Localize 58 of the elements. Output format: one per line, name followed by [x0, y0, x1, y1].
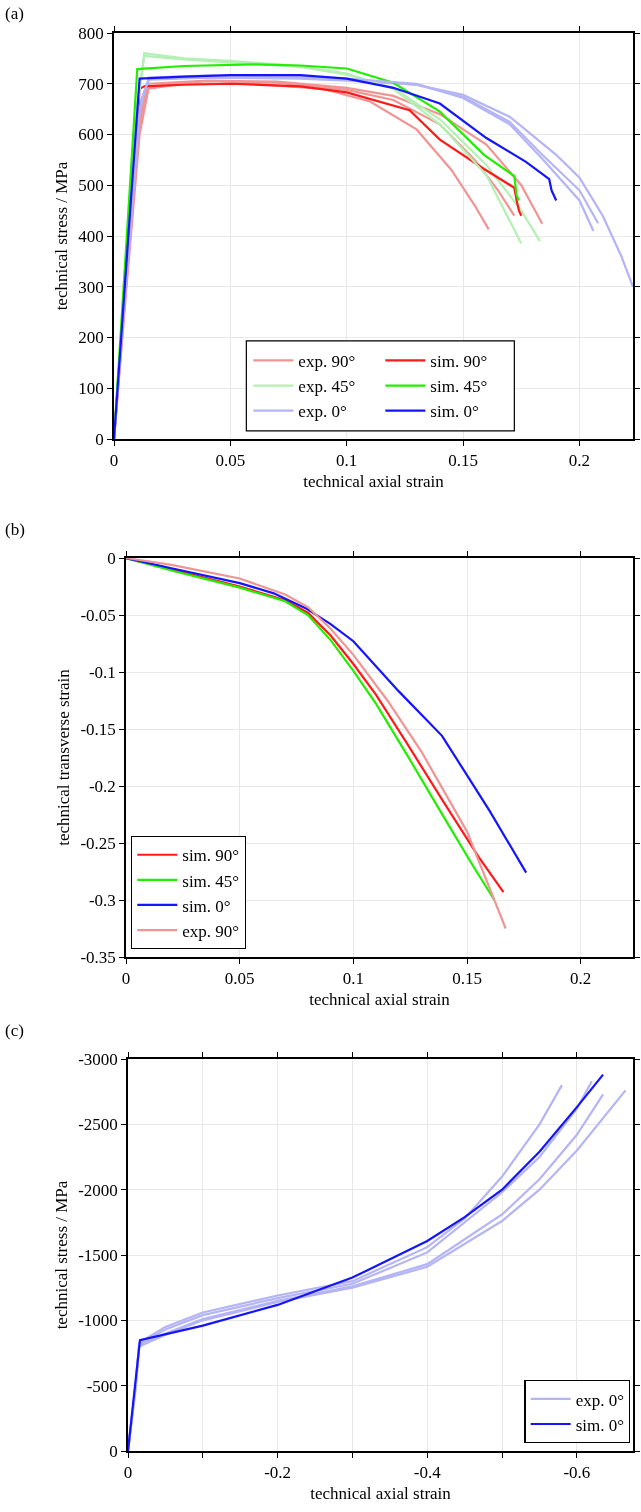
- x-tick-label: 0: [121, 969, 131, 989]
- x-tick-label: 0.05: [224, 969, 255, 989]
- x-tick-label: 0.05: [215, 451, 246, 471]
- y-tick-label: 400: [78, 226, 104, 246]
- y-tick-label: 0: [109, 1441, 118, 1461]
- y-tick-label: -0.2: [88, 776, 116, 796]
- x-tick-label: 0.1: [342, 969, 364, 989]
- legend-label: sim. 45°: [182, 871, 240, 891]
- y-axis-title: technical transverse strain: [54, 668, 74, 846]
- legend-label: sim. 90°: [430, 352, 488, 372]
- y-tick-label: -1000: [78, 1311, 118, 1331]
- y-tick-label: -2500: [78, 1115, 118, 1135]
- y-tick-label: 700: [78, 74, 104, 94]
- y-tick-label: -0.05: [80, 605, 116, 625]
- y-tick-label: 0: [107, 548, 116, 568]
- y-axis-title: technical stress / MPa: [52, 1180, 72, 1330]
- chart-title: (a): [5, 4, 24, 23]
- legend-label: exp. 45°: [298, 377, 356, 397]
- y-tick-label: -0.25: [80, 833, 116, 853]
- x-tick-label: 0.15: [448, 451, 478, 471]
- legend-label: exp. 0°: [575, 1390, 625, 1410]
- legend-label: exp. 0°: [298, 402, 347, 422]
- legend-label: sim. 0°: [430, 402, 479, 422]
- legend-label: sim. 45°: [430, 377, 488, 397]
- legend-label: exp. 90°: [298, 352, 356, 372]
- y-tick-label: -3000: [78, 1049, 118, 1069]
- legend-label: exp. 90°: [182, 921, 240, 941]
- y-tick-label: -0.35: [80, 947, 116, 967]
- x-axis-title: technical axial strain: [309, 990, 451, 1010]
- x-axis-title: technical axial strain: [303, 472, 445, 492]
- y-tick-label: 600: [78, 125, 104, 145]
- y-axis-title: technical stress / MPa: [52, 161, 72, 311]
- y-tick-label: -0.15: [80, 719, 116, 739]
- y-tick-label: 200: [78, 328, 104, 348]
- y-tick-label: -0.1: [88, 662, 116, 682]
- x-tick-label: 0.1: [336, 451, 358, 471]
- y-tick-label: 0: [95, 429, 104, 449]
- y-tick-label: -1500: [78, 1245, 118, 1265]
- x-tick-label: 0.2: [570, 969, 592, 989]
- y-tick-label: -500: [86, 1376, 118, 1396]
- legend-label: sim. 0°: [575, 1415, 625, 1435]
- y-tick-label: 800: [78, 23, 104, 43]
- chart-title: (b): [5, 520, 25, 539]
- x-tick-label: -0.6: [563, 1463, 591, 1483]
- y-tick-label: -2000: [78, 1180, 118, 1200]
- legend-label: sim. 90°: [182, 846, 240, 866]
- x-tick-label: 0.2: [568, 451, 591, 471]
- x-tick-label: 0.15: [452, 969, 482, 989]
- chart-title: (c): [5, 1021, 24, 1040]
- x-tick-label: 0: [123, 1463, 133, 1483]
- y-tick-label: 300: [78, 277, 104, 297]
- y-tick-label: 100: [78, 379, 104, 399]
- x-tick-label: -0.4: [413, 1463, 442, 1483]
- x-axis-title: technical axial strain: [310, 1484, 452, 1504]
- x-tick-label: -0.2: [264, 1463, 292, 1483]
- legend-label: sim. 0°: [182, 896, 231, 916]
- y-tick-label: 500: [78, 176, 104, 196]
- y-tick-label: -0.3: [88, 890, 116, 910]
